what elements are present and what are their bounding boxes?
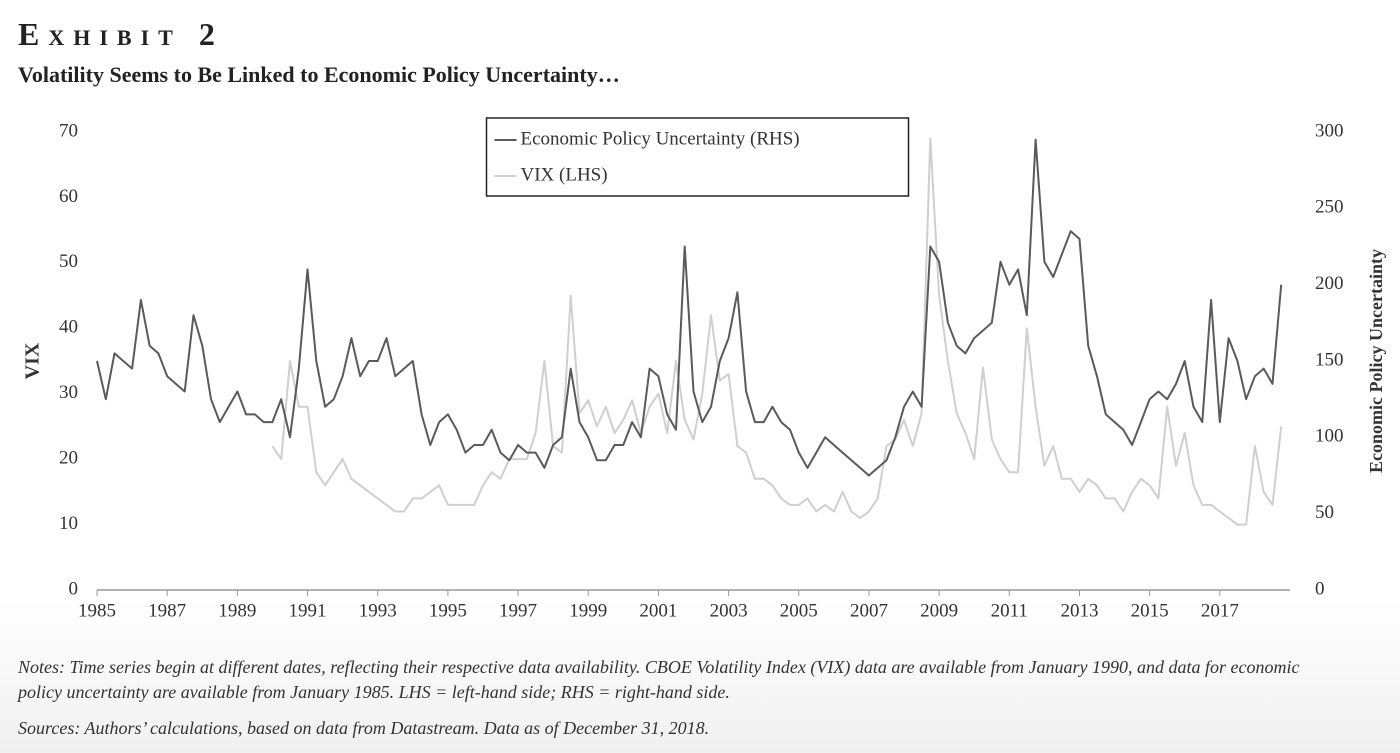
x-tick-label: 1987 xyxy=(148,600,186,621)
y2-tick-label: 150 xyxy=(1315,349,1344,370)
sources: Sources: Authors’ calculations, based on… xyxy=(18,718,710,738)
y-tick-label: 20 xyxy=(59,448,78,469)
y-tick-label: 70 xyxy=(59,120,78,141)
legend-box xyxy=(485,117,910,197)
x-tick-label: 1989 xyxy=(218,600,256,621)
x-tick-label: 2015 xyxy=(1131,600,1169,621)
x-tick-label: 2009 xyxy=(920,600,958,621)
y-axis-label: VIX xyxy=(22,342,44,379)
y2-tick-label: 100 xyxy=(1315,426,1344,447)
y2-tick-label: 300 xyxy=(1315,120,1344,141)
x-tick-label: 2017 xyxy=(1201,600,1239,621)
notes: Notes: Time series begin at different da… xyxy=(18,657,1300,702)
y-tick-label: 40 xyxy=(59,317,78,338)
chart: VIX Economic Policy Uncertainty 0 10 20 30 4… xyxy=(22,117,1386,621)
y-tick-label: 60 xyxy=(59,186,78,207)
series-line xyxy=(271,137,1283,526)
x-tick-label: 2007 xyxy=(850,600,888,621)
y2-tick-label: 50 xyxy=(1315,502,1334,523)
x-tick-label: 2011 xyxy=(991,600,1028,621)
legend-label: VIX (LHS) xyxy=(521,164,608,185)
y2-tick-label: 200 xyxy=(1315,273,1344,294)
y2-axis-label: Economic Policy Uncertainty xyxy=(1366,249,1386,473)
x-tick-label: 2001 xyxy=(639,600,677,621)
y-tick-label: 50 xyxy=(59,251,78,272)
x-tick-label: 1995 xyxy=(429,600,467,621)
y-tick-label: 0 xyxy=(69,578,79,599)
x-tick-label: 1999 xyxy=(569,600,607,621)
series-line xyxy=(96,138,1283,477)
x-tick-label: 2003 xyxy=(710,600,748,621)
chart-title: Exhibit 2 xyxy=(18,16,224,52)
y-tick-label: 10 xyxy=(59,513,78,534)
y2-tick-label: 250 xyxy=(1315,197,1344,218)
x-tick-label: 1997 xyxy=(499,600,537,621)
legend-label: Economic Policy Uncertainty (RHS) xyxy=(521,128,800,149)
y-tick-label: 30 xyxy=(59,382,78,403)
x-tick-label: 2005 xyxy=(780,600,818,621)
x-tick-label: 2013 xyxy=(1060,600,1098,621)
y2-tick-label: 0 xyxy=(1315,578,1325,599)
chart-subtitle: Volatility Seems to Be Linked to Economi… xyxy=(18,62,620,87)
x-tick-label: 1993 xyxy=(359,600,397,621)
x-tick-label: 1991 xyxy=(289,600,327,621)
x-tick-label: 1985 xyxy=(78,600,116,621)
